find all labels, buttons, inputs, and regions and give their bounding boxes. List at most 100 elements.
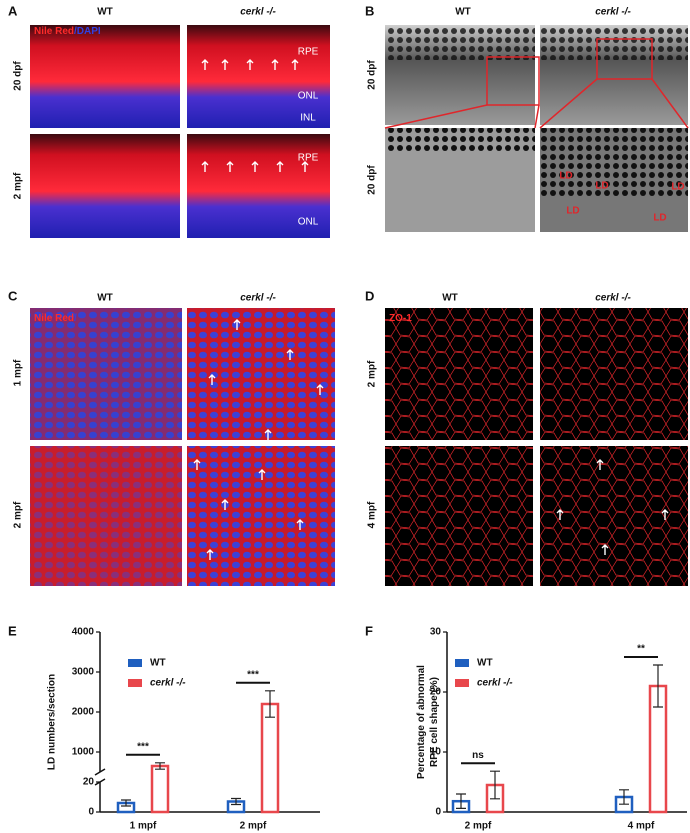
error-bar [653, 664, 663, 708]
stain-label: ZO-1 [389, 313, 412, 324]
legend-label: WT [477, 658, 493, 669]
row-label: 20 dpf [367, 60, 378, 90]
error-bar [619, 789, 629, 805]
stain-part: Nile Red [34, 26, 74, 37]
error-bar [121, 799, 131, 807]
y-tick-label: 4000 [72, 627, 95, 638]
arrow [193, 59, 669, 560]
column-label: cerkl -/- [240, 7, 276, 18]
column-label: cerkl -/- [595, 7, 631, 18]
ld-label: LD [653, 213, 666, 224]
micrograph [540, 308, 688, 440]
y-tick-label: 20 [430, 687, 442, 698]
stain-part: /DAPI [74, 26, 101, 37]
bar [150, 764, 170, 814]
row-label: 2 mpf [13, 172, 24, 199]
panel-label: D [365, 288, 374, 303]
y-tick-label: 20 [83, 777, 95, 788]
micrograph [187, 446, 335, 586]
column-label: WT [97, 7, 113, 18]
y-tick-label: 2000 [72, 707, 95, 718]
significance-label: ** [637, 644, 645, 655]
stain-label: Nile Red/ [34, 313, 77, 324]
micrograph [385, 128, 535, 153]
micrograph [540, 128, 688, 198]
stain-part: / [74, 313, 77, 324]
panel-label: C [8, 288, 18, 303]
micrograph [187, 25, 330, 128]
ld-label: LD [671, 182, 684, 193]
legend-swatch [455, 679, 469, 687]
y-tick-label: 0 [435, 807, 441, 818]
zoom-line [384, 78, 689, 129]
legend-swatch [128, 659, 142, 667]
micrograph [187, 308, 335, 440]
inset-box [486, 56, 540, 106]
column-label: cerkl -/- [240, 293, 276, 304]
micrograph [385, 446, 533, 586]
layer-label: INL [300, 113, 316, 124]
micrograph [385, 308, 533, 440]
row-label: 20 dpf [13, 61, 24, 91]
significance-label: ns [472, 750, 484, 761]
ld-label: LD [566, 206, 579, 217]
stain-part: ZO-1 [389, 313, 412, 324]
column-label: cerkl -/- [595, 293, 631, 304]
row-label: 4 mpf [367, 501, 378, 528]
row-label: 2 mpf [367, 360, 378, 387]
x-tick-label: 1 mpf [130, 821, 157, 832]
legend-swatch [128, 679, 142, 687]
error-bar [490, 770, 500, 800]
y-axis-label: RPE cell shape (%) [429, 677, 440, 767]
legend-label: WT [150, 658, 166, 669]
error-bar [155, 762, 165, 770]
row-label: 2 mpf [13, 501, 24, 528]
y-axis-label: LD numbers/section [47, 674, 58, 770]
legend-label: cerkl -/- [150, 678, 186, 689]
y-tick-label: 0 [88, 807, 94, 818]
stain-label: Nile Red/DAPI [34, 26, 101, 37]
axis-break [94, 768, 106, 776]
panel-label: F [365, 623, 373, 638]
y-axis-label: Percentage of abnormal [416, 665, 427, 779]
legend-swatch [455, 659, 469, 667]
bar [260, 702, 280, 814]
ld-label: LD [559, 171, 572, 182]
micrograph [187, 134, 330, 238]
column-label: WT [97, 293, 113, 304]
micrograph [30, 446, 182, 586]
row-label: 20 dpf [367, 165, 378, 195]
panel-label: A [8, 3, 18, 18]
error-bar [265, 690, 275, 718]
inset-box [596, 38, 653, 80]
micrograph [30, 134, 180, 238]
stain-part: Nile Red [34, 313, 74, 324]
error-bar [231, 797, 241, 806]
ld-label: LD [595, 181, 608, 192]
layer-label: RPE [298, 153, 319, 164]
column-label: WT [455, 7, 471, 18]
row-label: 1 mpf [13, 359, 24, 386]
error-bar [456, 793, 466, 809]
layer-label: ONL [298, 217, 319, 228]
layer-label: ONL [298, 91, 319, 102]
legend-label: cerkl -/- [477, 678, 513, 689]
micrograph [385, 25, 535, 60]
panel-label: B [365, 3, 374, 18]
layer-label: RPE [298, 47, 319, 58]
micrograph [540, 25, 688, 60]
y-tick-label: 3000 [72, 667, 95, 678]
micrograph [540, 446, 688, 586]
significance-label: *** [247, 669, 259, 680]
x-tick-label: 4 mpf [628, 821, 655, 832]
micrographs [30, 25, 689, 586]
panel-label: E [8, 623, 17, 638]
significance-label: *** [137, 741, 149, 752]
micrograph [30, 25, 180, 128]
column-label: WT [442, 293, 458, 304]
y-tick-label: 30 [430, 627, 442, 638]
x-tick-label: 2 mpf [465, 821, 492, 832]
x-tick-label: 2 mpf [240, 821, 267, 832]
y-tick-label: 1000 [72, 747, 95, 758]
